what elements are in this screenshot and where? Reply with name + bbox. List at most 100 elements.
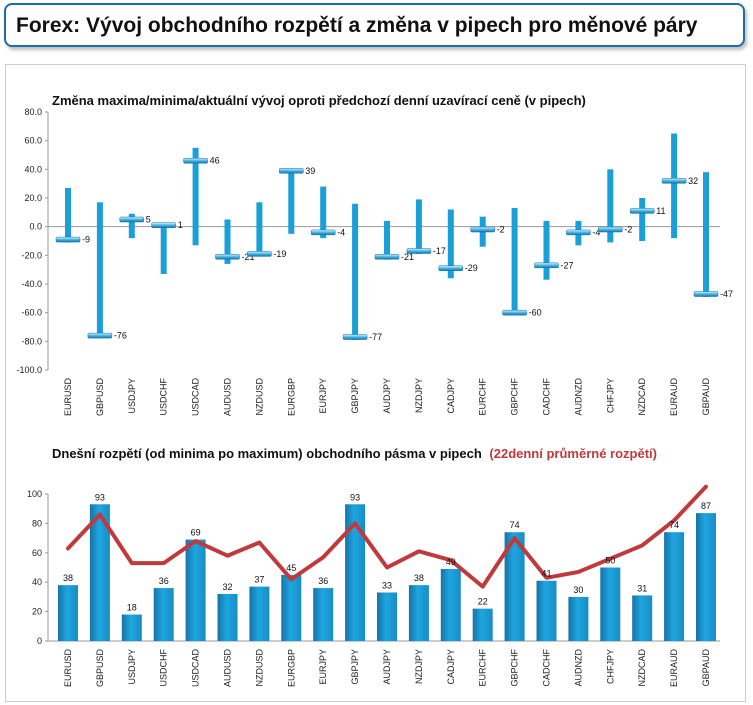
spread-bar bbox=[377, 592, 397, 641]
range-current-marker bbox=[310, 229, 336, 236]
spread-data-label: 50 bbox=[605, 556, 615, 566]
spread-x-tick-label: EURJPY bbox=[318, 649, 328, 685]
range-current-marker bbox=[629, 208, 655, 214]
spread-data-label: 36 bbox=[318, 576, 328, 586]
spread-bar bbox=[58, 585, 78, 641]
range-data-label: -77 bbox=[369, 332, 382, 342]
spread-bar bbox=[664, 532, 685, 641]
range-data-label: -4 bbox=[337, 227, 345, 237]
spread-x-tick-label: AUDNZD bbox=[573, 649, 583, 687]
range-current-marker bbox=[87, 332, 113, 339]
header-box: Forex: Vývoj obchodního rozpětí a změna … bbox=[4, 3, 745, 47]
range-current-marker bbox=[247, 251, 272, 257]
range-data-label: -29 bbox=[465, 263, 478, 273]
spread-x-tick-label: EURCHF bbox=[478, 648, 488, 686]
range-current-marker bbox=[151, 222, 176, 228]
range-y-tick-label: 40.0 bbox=[24, 164, 42, 174]
spread-bar bbox=[440, 568, 461, 641]
range-current-marker bbox=[661, 178, 687, 184]
spread-bar bbox=[632, 595, 653, 641]
spread-x-tick-label: GBPJPY bbox=[350, 649, 360, 685]
range-x-tick-label: USDJPY bbox=[127, 378, 137, 414]
range-x-tick-label: EURJPY bbox=[318, 378, 328, 414]
spread-data-label: 38 bbox=[414, 573, 424, 583]
range-bar bbox=[192, 147, 199, 246]
range-x-tick-label: AUDUSD bbox=[223, 378, 233, 417]
range-bar bbox=[160, 223, 167, 274]
range-current-marker bbox=[342, 334, 368, 340]
spread-data-label: 45 bbox=[286, 563, 296, 573]
spread-data-label: 32 bbox=[222, 582, 232, 592]
spread-data-label: 69 bbox=[191, 528, 201, 538]
range-x-tick-label: EURCHF bbox=[478, 377, 488, 415]
spread-data-label: 18 bbox=[127, 603, 137, 613]
spread-y-tick-label: 40 bbox=[32, 577, 42, 587]
range-x-tick-label: GBPAUD bbox=[701, 378, 711, 416]
range-x-tick-label: CHFJPY bbox=[605, 378, 615, 413]
range-x-tick-label: NZDJPY bbox=[414, 378, 424, 413]
spread-data-label: 93 bbox=[350, 492, 360, 502]
range-y-tick-label: -20.0 bbox=[21, 250, 42, 260]
range-data-label: -9 bbox=[82, 235, 90, 245]
spread-x-ticks: EURUSD GBPUSD USDJPY USDCHF USDCAD AUDUSD NZDU… bbox=[63, 648, 711, 687]
range-current-marker bbox=[279, 168, 304, 174]
spread-x-tick-label: CHFJPY bbox=[605, 649, 615, 684]
spread-bar bbox=[121, 614, 142, 641]
range-y-tick-label: 80.0 bbox=[24, 107, 42, 117]
spread-x-tick-label: NZDCAD bbox=[637, 649, 647, 687]
range-current-marker bbox=[502, 309, 527, 316]
range-data-label: -19 bbox=[273, 249, 286, 259]
range-current-marker bbox=[693, 291, 719, 297]
range-x-tick-label: NZDUSD bbox=[254, 378, 264, 416]
spread-x-tick-label: AUDJPY bbox=[382, 649, 392, 685]
range-x-tick-label: AUDJPY bbox=[382, 378, 392, 414]
spread-bar bbox=[185, 539, 206, 641]
spread-x-tick-label: NZDJPY bbox=[414, 649, 424, 684]
range-bar bbox=[671, 133, 678, 239]
spread-bar bbox=[281, 574, 302, 641]
range-bar bbox=[511, 208, 518, 315]
range-x-tick-label: EURAUD bbox=[669, 378, 679, 417]
range-y-tick-label: -40.0 bbox=[21, 279, 42, 289]
spread-x-tick-label: EURGBP bbox=[286, 649, 296, 687]
range-chart: Změna maxima/minima/aktuální vývoj oprot… bbox=[16, 93, 733, 416]
range-bar bbox=[224, 219, 231, 264]
spread-y-tick-label: 80 bbox=[32, 518, 42, 528]
range-bar bbox=[352, 203, 359, 340]
spread-data-label: 38 bbox=[63, 573, 73, 583]
range-x-tick-label: EURUSD bbox=[63, 378, 73, 417]
range-bar bbox=[415, 199, 422, 254]
range-x-tick-label: AUDNZD bbox=[573, 378, 583, 416]
spread-chart-title-highlight: (22denní průměrné rozpětí) bbox=[489, 446, 657, 461]
range-bar bbox=[65, 187, 71, 243]
spread-y-tick-label: 60 bbox=[32, 548, 42, 558]
range-y-tick-label: 0.0 bbox=[29, 222, 42, 232]
range-y-tick-label: -80.0 bbox=[21, 336, 42, 346]
range-data-label: -47 bbox=[720, 289, 733, 299]
spread-data-label: 41 bbox=[541, 569, 551, 579]
spread-bar bbox=[313, 588, 334, 641]
spread-data-label: 74 bbox=[669, 520, 679, 530]
spread-bar bbox=[568, 596, 589, 641]
spread-x-tick-label: GBPCHF bbox=[510, 649, 520, 687]
range-current-marker bbox=[119, 216, 145, 223]
range-bar bbox=[128, 213, 135, 239]
spread-x-tick-label: GBPAUD bbox=[701, 649, 711, 687]
spread-x-tick-label: USDCAD bbox=[191, 649, 201, 688]
spread-average-polyline bbox=[66, 484, 708, 589]
spread-data-label: 87 bbox=[701, 501, 711, 511]
range-bar bbox=[447, 209, 454, 279]
spread-bar bbox=[249, 586, 270, 641]
range-bars: -9 -76 5 1 46 -21 -19 39 -4 -77 -21 -17 -29 -2 -60 -27 -… bbox=[55, 133, 733, 342]
spread-bars bbox=[58, 504, 716, 641]
range-y-tick-label: -100.0 bbox=[16, 365, 42, 375]
range-x-tick-label: GBPUSD bbox=[95, 378, 105, 417]
range-x-tick-label: USDCAD bbox=[191, 378, 201, 417]
range-current-marker bbox=[55, 236, 81, 243]
spread-bar bbox=[89, 504, 110, 641]
spread-bar bbox=[153, 588, 174, 641]
spread-x-tick-label: CADJPY bbox=[446, 649, 456, 685]
spread-chart-title: Dnešní rozpětí (od minima po maximum) ob… bbox=[52, 446, 657, 461]
spread-bar bbox=[696, 513, 716, 641]
